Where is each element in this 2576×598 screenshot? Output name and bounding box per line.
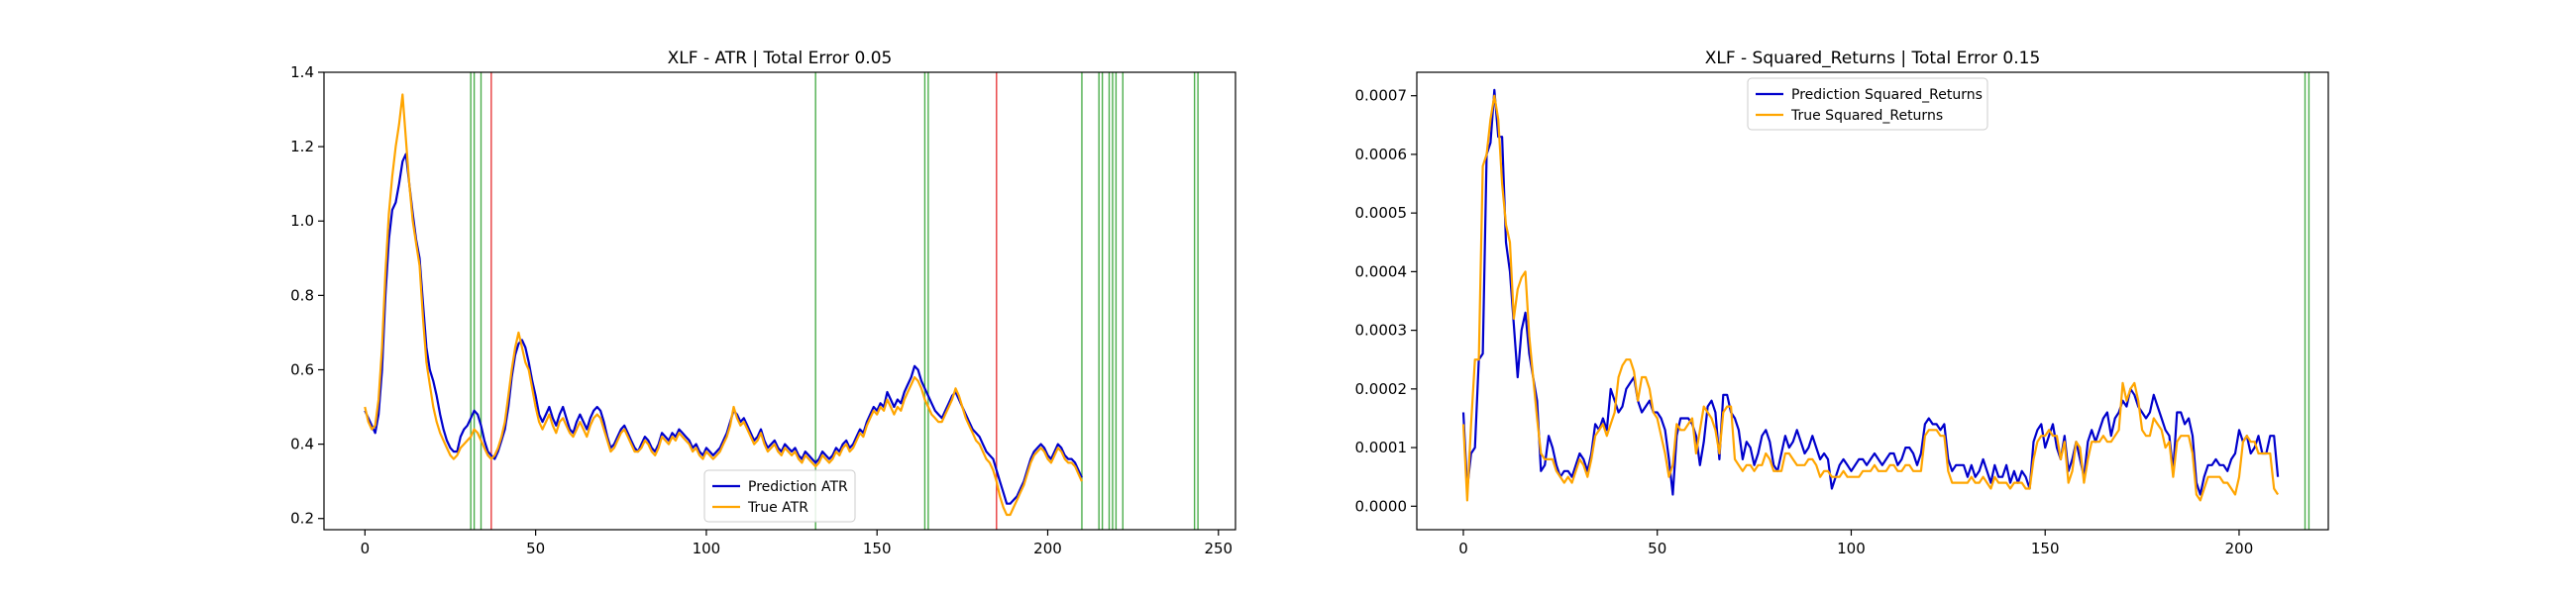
y-tick-label: 0.0002	[1355, 380, 1408, 398]
y-tick-label: 0.2	[290, 510, 314, 528]
x-tick-label: 50	[526, 540, 545, 557]
x-tick-label: 150	[2031, 540, 2060, 557]
y-tick-label: 0.6	[290, 360, 314, 378]
legend-label: Prediction Squared_Returns	[1791, 87, 1983, 103]
y-tick-label: 0.0001	[1355, 439, 1408, 456]
series-line-true	[364, 93, 1083, 517]
x-tick-label: 200	[2225, 540, 2254, 557]
chart-title: XLF - Squared_Returns | Total Error 0.15	[1705, 49, 2041, 68]
x-tick-label: 50	[1648, 540, 1666, 557]
y-tick-label: 1.2	[290, 138, 314, 155]
x-tick-label: 250	[1204, 540, 1233, 557]
axes-frame	[323, 71, 1236, 531]
series-line-prediction	[1461, 88, 2280, 496]
y-tick-label: 0.0006	[1355, 146, 1408, 163]
y-tick-label: 0.0004	[1355, 262, 1408, 280]
legend-box	[1747, 77, 1988, 131]
legend: Prediction Squared_Returns True Squared_R…	[1747, 77, 1988, 131]
y-tick-label: 0.4	[290, 436, 314, 453]
axes-frame	[1416, 71, 2329, 531]
y-tick-label: 1.4	[290, 63, 314, 81]
series-line-true	[1461, 94, 2280, 502]
x-tick-label: 200	[1033, 540, 1062, 557]
chart-title: XLF - ATR | Total Error 0.05	[668, 49, 893, 68]
legend: Prediction ATR True ATR	[703, 469, 856, 523]
legend-box	[703, 469, 856, 523]
y-tick-label: 0.8	[290, 286, 314, 304]
x-tick-label: 150	[863, 540, 892, 557]
x-tick-label: 0	[361, 540, 371, 557]
y-tick-label: 0.0007	[1355, 87, 1408, 105]
legend-label: True ATR	[747, 500, 808, 516]
y-tick-label: 1.0	[290, 212, 314, 230]
legend-label: True Squared_Returns	[1790, 108, 1943, 124]
chart-panel-1: 0 50 100 150 200 250 0.2 0.4 0.6 0.8 1.0 1.2 1.4 XLF …	[290, 49, 1236, 557]
x-tick-label: 100	[1837, 540, 1866, 557]
legend-label: Prediction ATR	[748, 479, 848, 495]
y-tick-label: 0.0005	[1355, 204, 1408, 222]
y-tick-label: 0.0003	[1355, 322, 1408, 340]
x-tick-label: 0	[1458, 540, 1468, 557]
series-line-prediction	[364, 152, 1083, 505]
chart-panel-2: 0 50 100 150 200 0.0000 0.0001 0.0002 0.0003 0.00…	[1355, 49, 2329, 557]
x-tick-label: 100	[693, 540, 721, 557]
y-tick-label: 0.0000	[1355, 497, 1408, 515]
